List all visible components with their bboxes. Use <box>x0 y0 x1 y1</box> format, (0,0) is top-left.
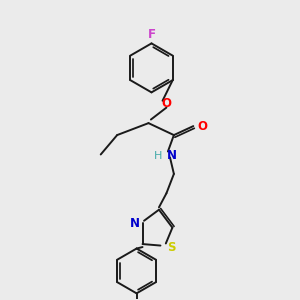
Text: H: H <box>154 151 162 161</box>
Text: N: N <box>130 217 140 230</box>
Text: S: S <box>167 241 176 254</box>
Text: O: O <box>197 120 207 133</box>
Text: O: O <box>161 97 171 110</box>
Text: F: F <box>148 28 155 41</box>
Text: N: N <box>167 149 176 163</box>
